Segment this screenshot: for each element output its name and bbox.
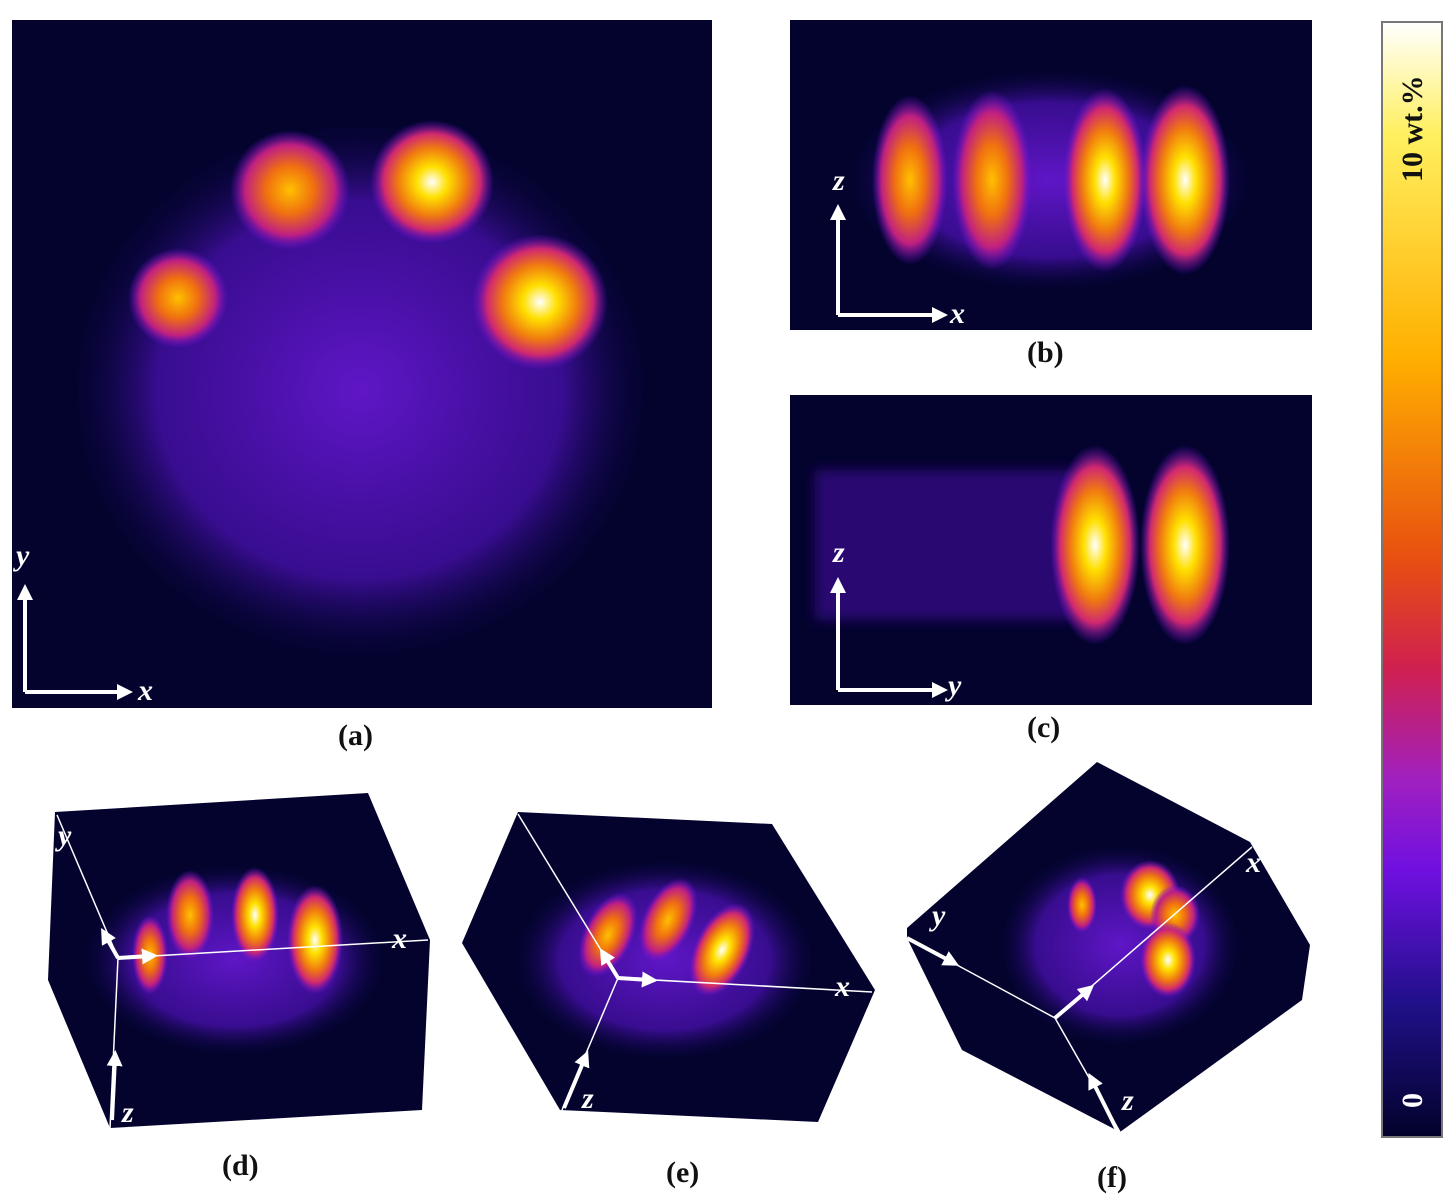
colorbar: 10 wt.% 0 [1381,21,1443,1138]
axis-label-z: z [832,536,845,569]
axis-label-x: x [137,674,153,707]
axis-label-x: x [1245,846,1261,879]
panel-label: (e) [666,1156,699,1189]
colorbar-min-label: 0 [1396,1093,1429,1108]
axis-label-x: x [949,297,965,330]
panel-label: (c) [1027,711,1060,744]
axis-arrows: x y [13,539,153,707]
panel-d: x y z (d) [48,793,430,1182]
axis-label-y: y [55,819,72,852]
axis-label-z: z [832,164,845,197]
panel-b: x z (b) [790,20,1312,369]
axis-label-y: y [945,669,962,702]
panel-label: (f) [1097,1161,1127,1194]
panel-label: (b) [1027,336,1064,369]
axis-label-z: z [1121,1084,1134,1117]
panel-e: x z (e) [462,812,875,1189]
axis-label-x: x [834,970,850,1003]
axis-label-z: z [121,1096,134,1129]
hotspot [230,130,350,250]
panel-c: y z (c) [790,395,1312,744]
panel-label: (d) [222,1149,259,1182]
panel-f: x y z (f) [906,762,1310,1194]
hotspot [472,234,608,370]
axis-label-x: x [391,922,407,955]
axis-label-y: y [13,539,30,572]
axis-label-z: z [581,1082,594,1115]
panel-label: (a) [338,719,373,752]
hotspot [370,120,494,244]
hotspot [128,248,228,348]
panel-a: x y (a) [12,20,712,752]
colorbar-max-label: 10 wt.% [1396,75,1429,182]
axis-label-y: y [929,899,946,932]
